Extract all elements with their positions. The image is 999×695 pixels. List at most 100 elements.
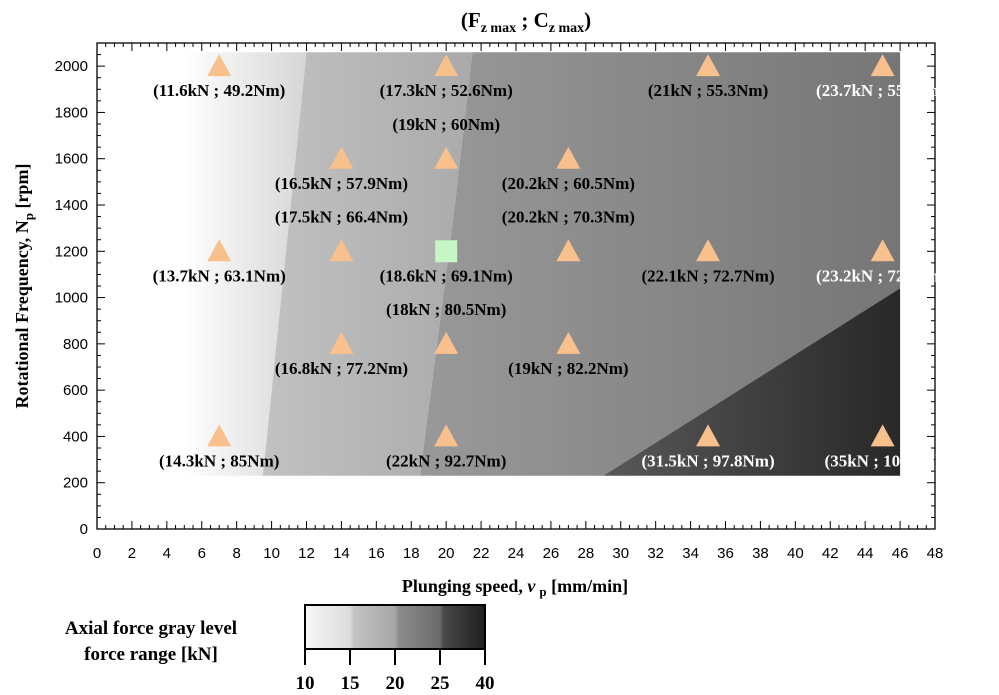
point-label: (18kN ; 80.5Nm) [386, 300, 506, 319]
y-tick-label: 400 [63, 428, 88, 445]
x-tick-label: 20 [438, 545, 455, 562]
y-tick-label: 1200 [55, 243, 88, 260]
x-tick-label: 42 [822, 545, 839, 562]
x-tick-label: 38 [752, 545, 769, 562]
x-tick-label: 14 [333, 545, 350, 562]
x-tick-label: 32 [647, 545, 664, 562]
y-axis-title-main: Rotational Frequency, N [12, 220, 32, 408]
x-tick-label: 36 [717, 545, 734, 562]
triangle-marker [329, 239, 354, 262]
triangle-marker [556, 331, 581, 354]
x-tick-label: 30 [612, 545, 629, 562]
triangle-marker [434, 424, 459, 447]
y-axis-title-sub: p [21, 213, 36, 220]
triangle-marker [870, 424, 895, 447]
point-label: (17.3kN ; 52.6Nm) [380, 81, 513, 100]
scale-bar [304, 604, 486, 650]
triangle-marker [207, 54, 232, 77]
x-tick-labels: 0 2 4 6 8 10 12 14 16 18 20 22 24 26 28 30 32 34 36 38 40 42 4… [93, 545, 944, 562]
triangle-marker [870, 54, 895, 77]
point-label: (20.2kN ; 70.3Nm) [502, 207, 635, 226]
title-sep: ; C [516, 8, 549, 32]
point-label: (21kN ; 55.3Nm) [648, 81, 768, 100]
x-tick-label: 4 [163, 545, 171, 562]
x-tick-label: 16 [368, 545, 385, 562]
title-close: ) [584, 8, 591, 32]
x-tick-label: 24 [508, 545, 525, 562]
y-tick-label: 0 [80, 521, 88, 538]
triangle-marker [556, 239, 581, 262]
triangle-marker [207, 424, 232, 447]
triangle-marker [696, 424, 721, 447]
triangle-marker [696, 54, 721, 77]
y-tick-label: 800 [63, 336, 88, 353]
x-tick-label: 28 [577, 545, 594, 562]
triangle-marker [434, 146, 459, 169]
point-label: (13.7kN ; 63.1Nm) [153, 266, 286, 285]
point-label: (11.6kN ; 49.2Nm) [153, 81, 285, 100]
point-label: (23.7kN ; 55.5Nm) [816, 81, 949, 100]
gray-zone [420, 52, 901, 476]
y-tick-label: 1000 [55, 290, 88, 307]
x-tick-label: 18 [403, 545, 420, 562]
triangle-marker [696, 239, 721, 262]
scale-tick-label: 40 [476, 673, 495, 694]
y-tick-label: 600 [63, 382, 88, 399]
data-annotations: (11.6kN ; 49.2Nm) (17.3kN ; 52.6Nm) (21kN … [153, 81, 950, 470]
gray-zone [603, 288, 901, 476]
scale-title-line-2: force range [kN] [84, 644, 218, 665]
point-label: (17.5kN ; 66.4Nm) [275, 207, 408, 226]
gray-level-map [184, 52, 901, 476]
x-tick-label: 34 [682, 545, 699, 562]
scale-tick-label: 25 [431, 673, 450, 694]
triangle-marker [870, 239, 895, 262]
x-tick-label: 6 [198, 545, 206, 562]
x-axis-title-unit: [mm/min] [547, 576, 628, 596]
x-axis-title-main: Plunging speed, [402, 576, 528, 596]
y-tick-label: 1400 [55, 197, 88, 214]
point-label: (19kN ; 60Nm) [392, 115, 500, 134]
gray-zone [184, 52, 307, 476]
point-label: (22.1kN ; 72.7Nm) [641, 266, 774, 285]
point-label: (19kN ; 82.2Nm) [508, 359, 628, 378]
point-label: (35kN ; 100Nm) [825, 452, 941, 471]
data-markers [207, 54, 895, 447]
triangle-marker [207, 239, 232, 262]
x-tick-label: 0 [93, 545, 101, 562]
x-tick-label: 12 [298, 545, 315, 562]
gray-zone [262, 52, 473, 476]
scale-title-line-1: Axial force gray level [64, 618, 238, 639]
triangle-marker [434, 331, 459, 354]
scale-title: Axial force gray level force range [kN] [20, 616, 282, 668]
y-tick-label: 1600 [55, 151, 88, 168]
point-label: (20.2kN ; 60.5Nm) [502, 174, 635, 193]
x-tick-label: 22 [473, 545, 490, 562]
square-marker [435, 240, 458, 263]
chart-title: (Fz max ; Cz max) [461, 8, 591, 36]
point-label: (16.5kN ; 57.9Nm) [275, 174, 408, 193]
x-axis-title-var: v [527, 576, 536, 596]
scale-tick-label: 15 [341, 673, 360, 694]
x-tick-label: 46 [892, 545, 909, 562]
y-axis-title-unit: [rpm] [12, 164, 32, 213]
point-label: (16.8kN ; 77.2Nm) [275, 359, 408, 378]
triangle-marker [329, 331, 354, 354]
axis-ticks [96, 42, 936, 530]
y-axis-title: Rotational Frequency, Np [rpm] [12, 164, 36, 409]
y-tick-label: 2000 [55, 58, 88, 75]
triangle-marker [434, 54, 459, 77]
triangle-marker [329, 146, 354, 169]
x-tick-label: 44 [857, 545, 874, 562]
title-open: (F [461, 8, 481, 32]
triangle-marker [556, 146, 581, 169]
y-tick-labels: 0 200 400 600 800 1000 1200 1400 1600 1800 2000 [55, 58, 88, 538]
x-tick-label: 48 [927, 545, 944, 562]
x-tick-label: 2 [128, 545, 136, 562]
point-label: (18.6kN ; 69.1Nm) [380, 266, 513, 285]
scale-tick-label: 10 [296, 673, 315, 694]
scale-ticks: 10 15 20 25 40 [296, 649, 495, 694]
x-tick-label: 8 [232, 545, 240, 562]
x-tick-label: 10 [263, 545, 280, 562]
